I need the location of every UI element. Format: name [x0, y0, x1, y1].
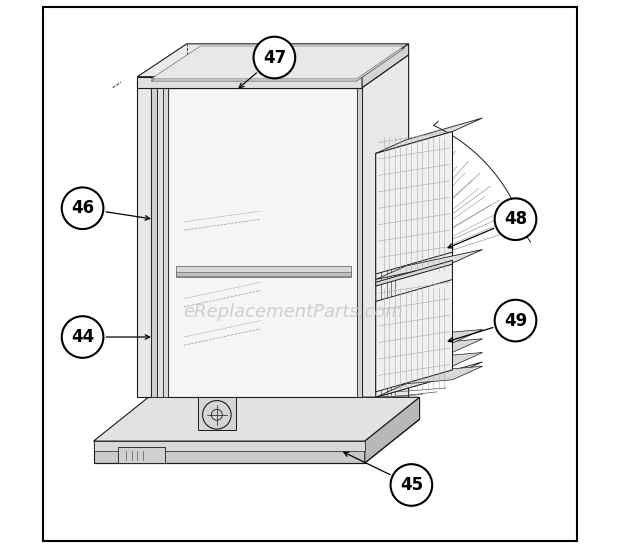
Text: eReplacementParts.com: eReplacementParts.com: [184, 304, 404, 321]
Polygon shape: [118, 447, 165, 463]
Circle shape: [62, 187, 104, 229]
Text: 47: 47: [263, 49, 286, 66]
Polygon shape: [151, 82, 157, 397]
Polygon shape: [376, 132, 453, 397]
Polygon shape: [163, 82, 167, 397]
Text: 45: 45: [400, 476, 423, 494]
Circle shape: [62, 316, 104, 358]
Polygon shape: [362, 55, 409, 397]
Circle shape: [495, 300, 536, 341]
Circle shape: [495, 198, 536, 240]
Polygon shape: [138, 77, 362, 88]
Polygon shape: [376, 118, 482, 153]
Polygon shape: [376, 260, 453, 286]
Polygon shape: [365, 397, 420, 463]
Polygon shape: [175, 272, 351, 276]
Polygon shape: [94, 397, 420, 441]
Polygon shape: [157, 82, 163, 397]
Polygon shape: [376, 366, 482, 386]
Text: 49: 49: [504, 312, 527, 329]
Text: 44: 44: [71, 328, 94, 346]
Polygon shape: [376, 249, 482, 279]
Circle shape: [391, 464, 432, 506]
Polygon shape: [376, 339, 482, 359]
Polygon shape: [198, 397, 236, 430]
Polygon shape: [151, 46, 404, 79]
Polygon shape: [376, 279, 453, 392]
Polygon shape: [138, 44, 409, 77]
Polygon shape: [376, 352, 482, 373]
Polygon shape: [376, 329, 482, 350]
Text: 48: 48: [504, 210, 527, 228]
Polygon shape: [94, 441, 365, 451]
Polygon shape: [167, 88, 362, 397]
Polygon shape: [362, 44, 409, 88]
Polygon shape: [151, 48, 404, 81]
Polygon shape: [376, 362, 482, 397]
Polygon shape: [94, 441, 365, 463]
Polygon shape: [138, 82, 151, 397]
Text: 46: 46: [71, 199, 94, 217]
Polygon shape: [376, 132, 453, 274]
Polygon shape: [175, 266, 351, 277]
Polygon shape: [356, 88, 362, 397]
Circle shape: [254, 37, 295, 78]
